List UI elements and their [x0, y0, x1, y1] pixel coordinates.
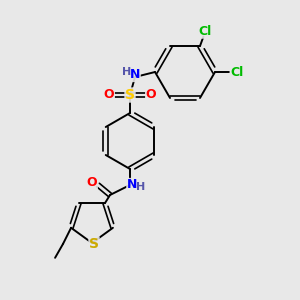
Text: N: N — [127, 178, 137, 191]
Text: S: S — [89, 237, 99, 251]
Text: H: H — [136, 182, 146, 192]
Text: O: O — [104, 88, 114, 101]
Text: Cl: Cl — [199, 25, 212, 38]
Text: O: O — [146, 88, 156, 101]
Text: O: O — [87, 176, 97, 190]
Text: Cl: Cl — [230, 65, 244, 79]
Text: H: H — [122, 67, 132, 77]
Text: S: S — [125, 88, 135, 102]
Text: N: N — [130, 68, 140, 82]
